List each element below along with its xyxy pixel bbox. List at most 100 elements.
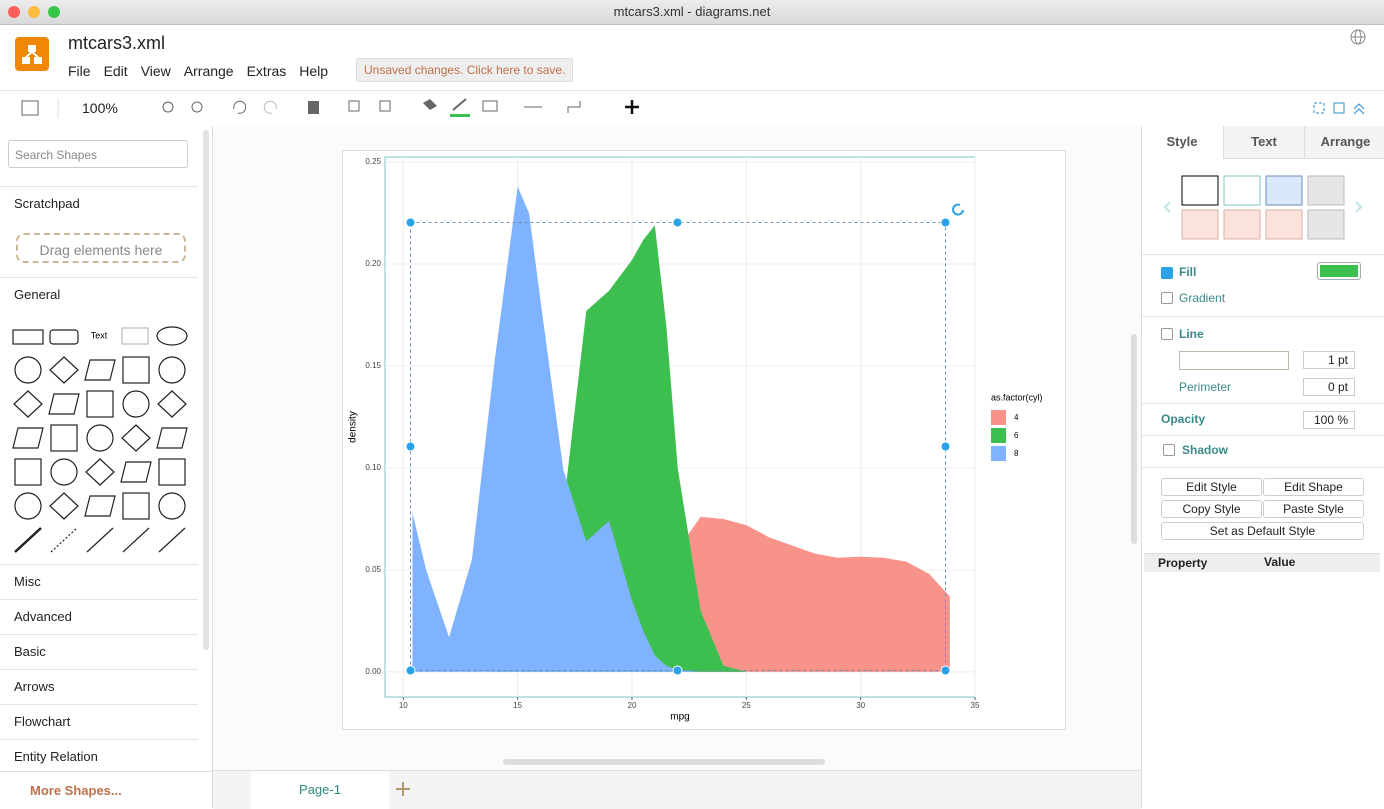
shape[interactable] xyxy=(121,424,151,452)
add-page[interactable] xyxy=(395,781,411,797)
toolbar: 100% xyxy=(0,90,1384,127)
language-icon[interactable] xyxy=(1348,28,1368,48)
shape[interactable] xyxy=(14,527,42,553)
shape[interactable] xyxy=(122,390,150,418)
zoom-in[interactable] xyxy=(162,101,174,113)
fill-checkbox[interactable] xyxy=(1161,267,1173,279)
minimize-button[interactable] xyxy=(28,6,40,18)
shape[interactable] xyxy=(85,458,115,486)
shape[interactable] xyxy=(156,326,188,346)
shape[interactable] xyxy=(50,527,78,553)
shape[interactable] xyxy=(122,527,150,553)
file-name[interactable]: mtcars3.xml xyxy=(68,33,166,53)
resize-handles[interactable] xyxy=(405,217,951,676)
line-width[interactable]: 1 pt xyxy=(1303,351,1355,369)
general-header[interactable]: General xyxy=(0,277,198,311)
zoom-button[interactable] xyxy=(48,6,60,18)
line-pattern[interactable] xyxy=(1179,351,1289,370)
section-header[interactable]: Arrows xyxy=(0,669,198,703)
line-color[interactable] xyxy=(452,98,467,111)
opacity-value[interactable]: 100 % xyxy=(1303,411,1355,429)
menu-item[interactable]: Help xyxy=(299,63,329,79)
shape[interactable] xyxy=(86,527,114,553)
menu-item[interactable]: Edit xyxy=(103,63,128,79)
section-header[interactable]: Flowchart xyxy=(0,704,198,738)
rotate-handle[interactable] xyxy=(952,203,964,216)
shape[interactable] xyxy=(50,458,78,486)
search-shapes[interactable]: Search Shapes xyxy=(8,140,188,168)
shape[interactable] xyxy=(50,424,78,452)
copy-style[interactable]: Copy Style xyxy=(1161,500,1262,518)
line-checkbox[interactable] xyxy=(1161,328,1173,340)
section-header[interactable]: Misc xyxy=(0,564,198,598)
to-back[interactable] xyxy=(379,100,391,112)
fullscreen[interactable] xyxy=(1313,102,1325,114)
shape[interactable] xyxy=(86,390,114,418)
shape[interactable] xyxy=(120,461,152,483)
shape[interactable] xyxy=(49,329,79,345)
delete[interactable] xyxy=(308,101,319,114)
format-tab[interactable]: Arrange xyxy=(1304,126,1384,159)
more-shapes[interactable]: More Shapes... xyxy=(0,771,212,808)
waypoints[interactable] xyxy=(567,101,581,113)
scratchpad-drop[interactable]: Drag elements here xyxy=(16,233,186,263)
scratchpad-header[interactable]: Scratchpad xyxy=(0,186,198,220)
undo[interactable] xyxy=(233,100,247,114)
format-tab[interactable]: Text xyxy=(1223,126,1304,159)
shape[interactable] xyxy=(121,327,149,345)
shape[interactable] xyxy=(13,390,43,418)
shape[interactable] xyxy=(158,356,186,384)
shape[interactable] xyxy=(14,356,42,384)
edit-shape[interactable]: Edit Shape xyxy=(1263,478,1364,496)
shape[interactable] xyxy=(12,427,44,449)
shape[interactable] xyxy=(122,492,150,520)
section-header[interactable]: Basic xyxy=(0,634,198,668)
panel-toggle[interactable] xyxy=(1333,102,1345,114)
text-shape[interactable]: Text xyxy=(91,330,108,340)
zoom-out[interactable] xyxy=(191,101,203,113)
save-notice[interactable]: Unsaved changes. Click here to save. xyxy=(356,58,574,82)
section-header[interactable]: Entity Relation xyxy=(0,739,198,773)
chart-image[interactable]: 0.00 0.05 0.10 0.15 0.20 0.25 10 15 20 25 30 35 mpg d… xyxy=(342,150,1066,730)
shape[interactable] xyxy=(49,356,79,384)
fill-color[interactable] xyxy=(1317,262,1361,280)
menu-item[interactable]: View xyxy=(140,63,171,79)
shape[interactable] xyxy=(157,390,187,418)
page-tab[interactable]: Page-1 xyxy=(251,771,389,809)
insert[interactable] xyxy=(625,100,639,114)
to-front[interactable] xyxy=(348,100,360,112)
format-toggle[interactable] xyxy=(21,100,39,116)
shape[interactable] xyxy=(49,492,79,520)
section-header[interactable]: Advanced xyxy=(0,599,198,633)
shape[interactable] xyxy=(14,458,42,486)
paste-style[interactable]: Paste Style xyxy=(1263,500,1364,518)
collapse[interactable] xyxy=(1353,103,1365,115)
menu-item[interactable]: File xyxy=(68,63,91,79)
menu-item[interactable]: Arrange xyxy=(183,63,234,79)
shape[interactable] xyxy=(158,458,186,486)
edit-style[interactable]: Edit Style xyxy=(1161,478,1262,496)
shape[interactable] xyxy=(156,427,188,449)
shadow[interactable] xyxy=(482,100,498,112)
menu-item[interactable]: Extras xyxy=(246,63,287,79)
format-tab[interactable]: Style xyxy=(1142,126,1222,158)
shape[interactable] xyxy=(84,495,116,517)
shape[interactable] xyxy=(122,356,150,384)
page-bar: Page-1 xyxy=(213,770,1141,809)
set-default-style[interactable]: Set as Default Style xyxy=(1161,522,1364,540)
y-tick-label: 0.15 xyxy=(365,361,381,370)
shape[interactable] xyxy=(14,492,42,520)
shape[interactable] xyxy=(86,424,114,452)
redo[interactable] xyxy=(263,100,277,114)
shape[interactable] xyxy=(84,359,116,381)
shadow-checkbox[interactable] xyxy=(1163,444,1175,456)
shape[interactable] xyxy=(48,393,80,415)
shape[interactable] xyxy=(158,492,186,520)
zoom-level[interactable]: 100% xyxy=(82,100,118,116)
fill-color[interactable] xyxy=(423,99,437,110)
gradient-checkbox[interactable] xyxy=(1161,292,1173,304)
shape[interactable] xyxy=(158,527,186,553)
close-button[interactable] xyxy=(8,6,20,18)
shape[interactable] xyxy=(12,329,44,345)
perimeter-width[interactable]: 0 pt xyxy=(1303,378,1355,396)
